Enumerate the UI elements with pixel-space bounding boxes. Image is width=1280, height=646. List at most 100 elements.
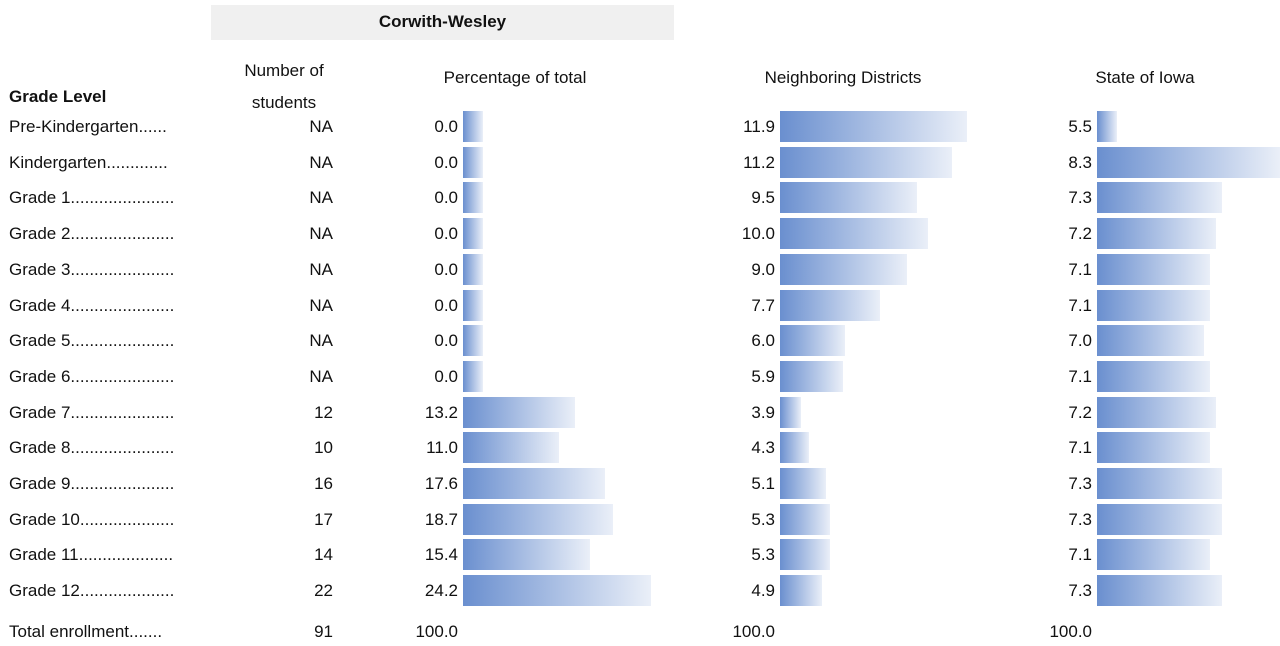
value-cell: 9.5 xyxy=(751,188,775,208)
column-header: Percentage of total xyxy=(443,68,587,87)
row-label: Grade 10.................... xyxy=(9,509,175,529)
value-cell: 7.2 xyxy=(1068,224,1092,244)
data-bar xyxy=(1097,325,1205,357)
value-cell: 0.0 xyxy=(434,366,458,386)
data-bar xyxy=(780,289,880,321)
data-bar xyxy=(1097,146,1280,178)
value-cell: 7.1 xyxy=(1068,438,1092,458)
data-bar xyxy=(463,146,483,178)
row-label: Grade 6...................... xyxy=(9,366,175,386)
value-cell: 6.0 xyxy=(751,331,775,351)
value-cell: 7.0 xyxy=(1068,331,1092,351)
data-bar xyxy=(780,468,826,499)
data-bar xyxy=(1097,575,1222,607)
total-value: 100.0 xyxy=(1049,622,1092,641)
row-label: Grade 7...................... xyxy=(9,402,175,422)
data-bar xyxy=(780,182,918,214)
data-bar xyxy=(780,325,845,357)
data-bar xyxy=(463,539,590,571)
column-header: Number of students xyxy=(244,61,324,112)
value-cell: 18.7 xyxy=(424,509,458,529)
value-cell: 7.1 xyxy=(1068,259,1092,279)
total-value: 100.0 xyxy=(732,622,775,641)
value-cell: 0.0 xyxy=(434,295,458,315)
data-bar xyxy=(463,289,483,321)
value-cell: 5.9 xyxy=(751,366,775,386)
value-cell: 4.9 xyxy=(751,581,775,601)
count-cell: NA xyxy=(309,259,333,279)
data-bar xyxy=(780,503,831,535)
value-cell: 7.3 xyxy=(1068,474,1092,493)
count-cell: 17 xyxy=(314,509,333,529)
row-label: Grade 5...................... xyxy=(9,331,175,351)
data-bar xyxy=(463,360,483,392)
value-cell: 11.2 xyxy=(743,152,775,172)
count-cell: NA xyxy=(309,188,333,208)
data-bar xyxy=(1097,468,1222,499)
row-label: Grade 1...................... xyxy=(9,188,175,208)
value-cell: 7.3 xyxy=(1068,509,1092,529)
value-cell: 0.0 xyxy=(434,331,458,351)
value-cell: 0.0 xyxy=(434,117,458,136)
count-cell: 22 xyxy=(314,581,333,601)
value-cell: 11.9 xyxy=(743,117,775,136)
data-bar xyxy=(463,111,483,142)
value-cell: 0.0 xyxy=(434,188,458,208)
value-cell: 7.2 xyxy=(1068,402,1092,422)
data-bar xyxy=(780,539,831,571)
data-bar xyxy=(1097,218,1216,250)
total-count: 91 xyxy=(314,622,333,641)
value-cell: 9.0 xyxy=(751,259,775,279)
data-bar xyxy=(1097,396,1216,428)
count-cell: NA xyxy=(309,117,333,136)
row-label: Grade 4...................... xyxy=(9,295,175,315)
value-cell: 0.0 xyxy=(434,152,458,172)
value-cell: 5.5 xyxy=(1068,117,1092,136)
count-cell: NA xyxy=(309,295,333,315)
data-bar xyxy=(1097,182,1222,214)
value-cell: 5.1 xyxy=(751,474,775,493)
data-bar xyxy=(780,218,928,250)
data-bar xyxy=(463,432,560,464)
row-label: Grade 9...................... xyxy=(9,474,175,493)
value-cell: 17.6 xyxy=(424,474,458,493)
column-header: Grade Level xyxy=(9,87,107,106)
total-value: 100.0 xyxy=(415,622,458,641)
data-bar xyxy=(463,182,483,214)
count-cell: 10 xyxy=(314,438,333,458)
row-label: Grade 3...................... xyxy=(9,259,175,279)
data-bar xyxy=(1097,289,1211,321)
data-bar xyxy=(1097,432,1211,464)
data-bar xyxy=(463,218,483,250)
data-bar xyxy=(463,253,483,285)
value-cell: 11.0 xyxy=(426,438,458,458)
data-bar xyxy=(780,396,801,428)
value-cell: 7.7 xyxy=(751,295,775,315)
data-bar xyxy=(1097,503,1222,535)
value-cell: 7.1 xyxy=(1068,366,1092,386)
row-label: Kindergarten............. xyxy=(9,152,168,172)
data-bar xyxy=(463,575,651,607)
total-label: Total enrollment....... xyxy=(9,622,163,641)
data-bar xyxy=(780,111,967,142)
row-label: Grade 2...................... xyxy=(9,224,175,244)
data-bar xyxy=(463,396,575,428)
data-bar xyxy=(780,146,953,178)
row-label: Pre-Kindergarten...... xyxy=(9,117,167,136)
data-bar xyxy=(1097,253,1211,285)
value-cell: 7.1 xyxy=(1068,545,1092,565)
group-header-band xyxy=(211,5,674,40)
column-header: State of Iowa xyxy=(1095,68,1195,87)
data-bar xyxy=(463,503,613,535)
data-bar xyxy=(463,325,483,357)
row-label: Grade 8...................... xyxy=(9,438,175,458)
count-cell: NA xyxy=(309,224,333,244)
count-cell: 12 xyxy=(314,402,333,422)
value-cell: 4.3 xyxy=(751,438,775,458)
value-cell: 7.3 xyxy=(1068,188,1092,208)
count-cell: 16 xyxy=(314,474,333,493)
value-cell: 8.3 xyxy=(1068,152,1092,172)
value-cell: 5.3 xyxy=(751,545,775,565)
column-header: Neighboring Districts xyxy=(764,68,922,87)
